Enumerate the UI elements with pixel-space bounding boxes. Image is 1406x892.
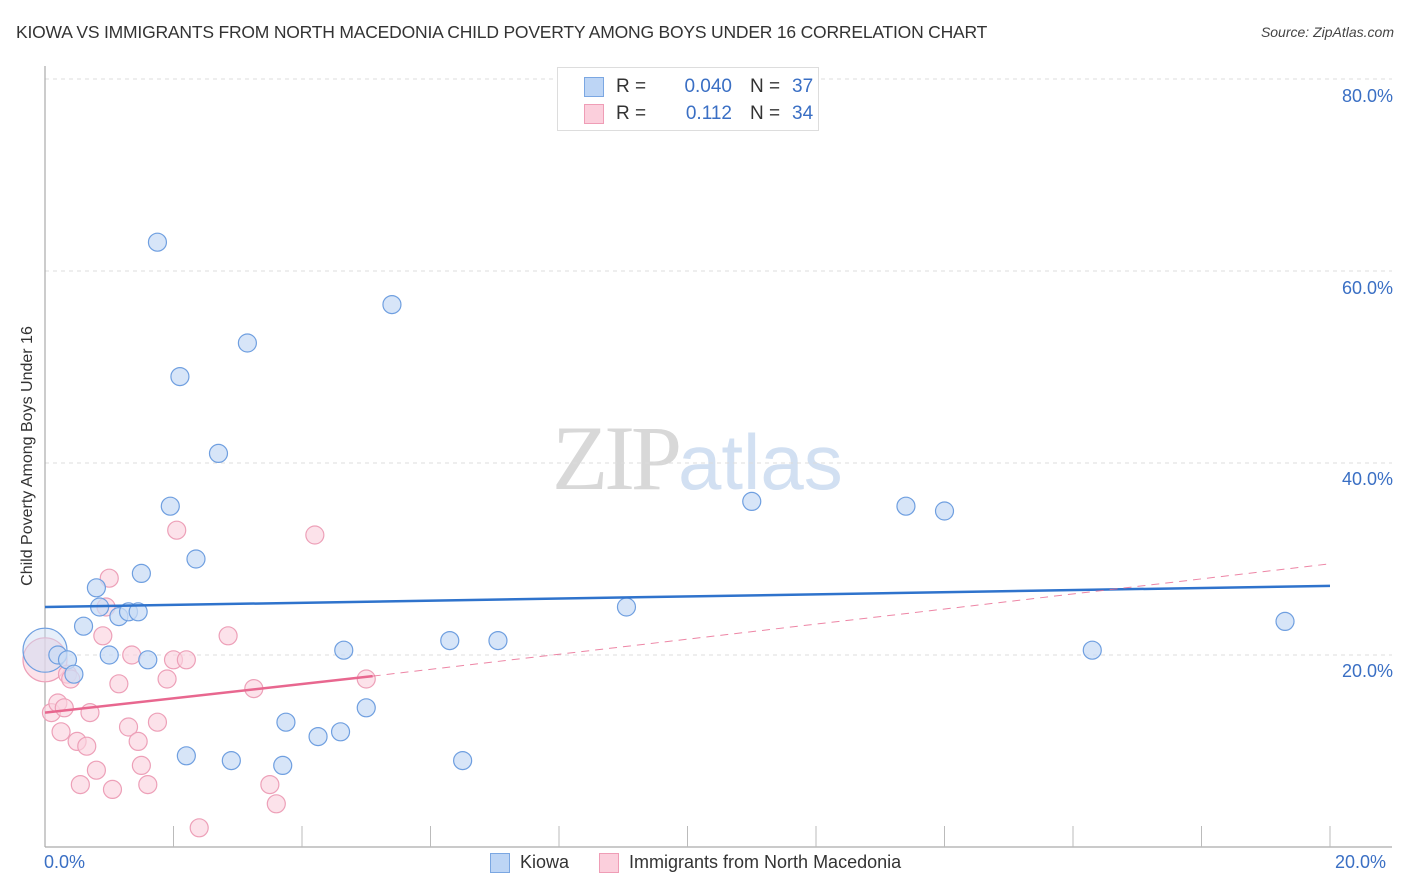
n-value: 34 bbox=[792, 103, 814, 124]
macedonia-point[interactable] bbox=[70, 774, 90, 795]
kiowa-point[interactable] bbox=[276, 712, 296, 732]
macedonia-point[interactable] bbox=[266, 794, 286, 814]
macedonia-swatch-icon bbox=[599, 852, 620, 873]
y-tick-20: 20.0% bbox=[1341, 661, 1393, 681]
macedonia-point[interactable] bbox=[138, 774, 158, 795]
kiowa-point[interactable] bbox=[99, 645, 119, 665]
kiowa-point[interactable] bbox=[73, 616, 94, 636]
kiowa-point[interactable] bbox=[488, 630, 508, 651]
kiowa-point[interactable] bbox=[1275, 611, 1295, 632]
macedonia-swatch-icon bbox=[584, 104, 604, 124]
kiowa-point[interactable] bbox=[896, 496, 916, 516]
macedonia-point[interactable] bbox=[128, 731, 148, 752]
legend-label: Immigrants from North Macedonia bbox=[629, 852, 902, 872]
kiowa-points bbox=[22, 232, 1295, 776]
macedonia-point[interactable] bbox=[147, 712, 168, 732]
kiowa-swatch-icon bbox=[490, 852, 510, 873]
r-label: R = bbox=[616, 76, 647, 97]
kiowa-point[interactable] bbox=[160, 496, 180, 516]
macedonia-point[interactable] bbox=[99, 568, 119, 588]
watermark: ZIPatlas bbox=[552, 405, 843, 511]
kiowa-point[interactable] bbox=[1082, 640, 1102, 660]
kiowa-point[interactable] bbox=[273, 755, 293, 776]
macedonia-point[interactable] bbox=[157, 669, 177, 689]
kiowa-point[interactable] bbox=[186, 549, 206, 569]
legend-item-kiowa[interactable]: Kiowa bbox=[490, 852, 569, 873]
x-tick-0: 0.0% bbox=[44, 852, 86, 872]
kiowa-point[interactable] bbox=[453, 750, 473, 771]
kiowa-swatch-icon bbox=[584, 77, 604, 97]
macedonia-point[interactable] bbox=[109, 674, 129, 694]
kiowa-point[interactable] bbox=[308, 726, 328, 747]
kiowa-point[interactable] bbox=[131, 563, 151, 584]
x-tick-20: 20.0% bbox=[1335, 852, 1387, 872]
r-value: 0.040 bbox=[684, 76, 732, 97]
kiowa-point[interactable] bbox=[138, 650, 158, 670]
macedonia-point[interactable] bbox=[189, 818, 209, 838]
y-tick-60: 60.0% bbox=[1341, 278, 1393, 298]
source-label: Source: ZipAtlas.com bbox=[1260, 24, 1394, 40]
kiowa-point[interactable] bbox=[382, 295, 402, 315]
kiowa-point[interactable] bbox=[221, 750, 241, 771]
kiowa-point[interactable] bbox=[356, 698, 376, 718]
kiowa-point[interactable] bbox=[334, 640, 354, 660]
kiowa-point[interactable] bbox=[128, 602, 148, 622]
kiowa-point[interactable] bbox=[64, 664, 84, 684]
kiowa-point[interactable] bbox=[86, 578, 107, 598]
macedonia-point[interactable] bbox=[77, 736, 97, 756]
macedonia-point[interactable] bbox=[122, 645, 142, 665]
n-label: N = bbox=[750, 76, 781, 97]
r-label: R = bbox=[616, 103, 647, 124]
kiowa-point[interactable] bbox=[176, 746, 196, 766]
macedonia-point[interactable] bbox=[93, 626, 113, 646]
macedonia-point[interactable] bbox=[54, 698, 74, 718]
kiowa-point[interactable] bbox=[147, 232, 168, 252]
y-tick-40: 40.0% bbox=[1341, 469, 1393, 489]
correlation-legend: R = 0.040 N = 37 R = 0.112 N = 34 bbox=[557, 67, 819, 131]
watermark-atlas: atlas bbox=[678, 418, 843, 506]
y-axis-label: Child Poverty Among Boys Under 16 bbox=[19, 326, 36, 586]
macedonia-point[interactable] bbox=[305, 525, 325, 545]
macedonia-point[interactable] bbox=[51, 722, 71, 742]
macedonia-point[interactable] bbox=[167, 520, 187, 540]
n-label: N = bbox=[750, 103, 781, 124]
macedonia-trendline bbox=[44, 674, 373, 714]
series-legend: Kiowa Immigrants from North Macedonia bbox=[490, 852, 931, 873]
legend-item-macedonia[interactable]: Immigrants from North Macedonia bbox=[599, 852, 901, 873]
kiowa-point[interactable] bbox=[934, 501, 955, 521]
kiowa-trendline bbox=[44, 584, 1331, 609]
legend-row-macedonia: R = 0.112 N = 34 bbox=[584, 101, 813, 127]
kiowa-point[interactable] bbox=[330, 722, 351, 742]
kiowa-point[interactable] bbox=[208, 443, 229, 463]
y-tick-80: 80.0% bbox=[1341, 86, 1393, 106]
legend-label: Kiowa bbox=[520, 852, 570, 872]
trendlines bbox=[44, 563, 1331, 714]
n-value: 37 bbox=[792, 76, 814, 97]
macedonia-point[interactable] bbox=[131, 755, 151, 776]
kiowa-point[interactable] bbox=[616, 597, 637, 617]
legend-row-kiowa: R = 0.040 N = 37 bbox=[584, 74, 813, 100]
macedonia-point[interactable] bbox=[356, 669, 376, 689]
macedonia-point[interactable] bbox=[260, 774, 280, 795]
macedonia-point[interactable] bbox=[218, 626, 238, 646]
axes bbox=[44, 66, 1392, 848]
macedonia-point[interactable] bbox=[118, 717, 139, 737]
chart-title: KIOWA VS IMMIGRANTS FROM NORTH MACEDONIA… bbox=[16, 22, 988, 42]
macedonia-point[interactable] bbox=[86, 760, 107, 780]
macedonia-trendline-extension bbox=[372, 563, 1331, 677]
kiowa-point[interactable] bbox=[237, 333, 257, 353]
watermark-zip: ZIP bbox=[552, 407, 682, 509]
kiowa-point[interactable] bbox=[440, 630, 460, 651]
gridlines bbox=[45, 78, 1392, 656]
kiowa-point[interactable] bbox=[742, 491, 762, 511]
r-value: 0.112 bbox=[685, 103, 732, 124]
macedonia-point[interactable] bbox=[102, 779, 123, 800]
kiowa-point[interactable] bbox=[170, 367, 190, 387]
macedonia-point[interactable] bbox=[176, 650, 196, 670]
